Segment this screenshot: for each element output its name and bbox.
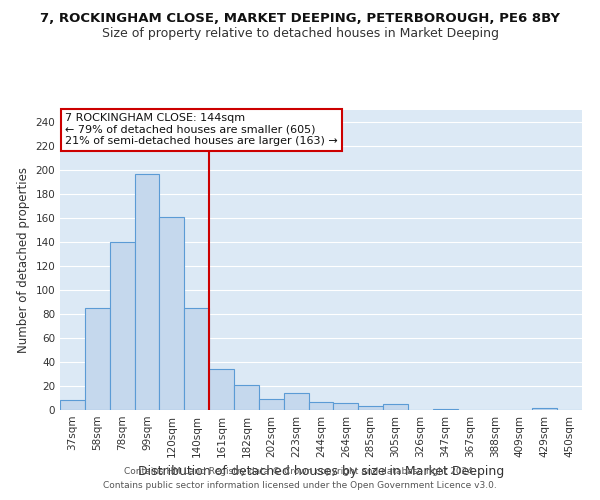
Text: 7 ROCKINGHAM CLOSE: 144sqm
← 79% of detached houses are smaller (605)
21% of sem: 7 ROCKINGHAM CLOSE: 144sqm ← 79% of deta… — [65, 113, 338, 146]
Text: Size of property relative to detached houses in Market Deeping: Size of property relative to detached ho… — [101, 28, 499, 40]
Bar — [134, 174, 160, 410]
Text: Contains HM Land Registry data © Crown copyright and database right 2024.: Contains HM Land Registry data © Crown c… — [124, 467, 476, 476]
Y-axis label: Number of detached properties: Number of detached properties — [17, 167, 30, 353]
Bar — [209, 369, 234, 410]
Bar — [110, 242, 134, 410]
Bar — [85, 308, 110, 410]
Bar — [259, 399, 284, 410]
X-axis label: Distribution of detached houses by size in Market Deeping: Distribution of detached houses by size … — [138, 466, 504, 478]
Bar — [184, 308, 209, 410]
Bar — [383, 404, 408, 410]
Bar — [160, 217, 184, 410]
Bar — [433, 409, 458, 410]
Bar — [284, 393, 308, 410]
Bar — [234, 385, 259, 410]
Bar — [334, 403, 358, 410]
Bar — [358, 406, 383, 410]
Bar — [60, 400, 85, 410]
Bar — [532, 408, 557, 410]
Bar — [308, 402, 334, 410]
Text: Contains public sector information licensed under the Open Government Licence v3: Contains public sector information licen… — [103, 481, 497, 490]
Text: 7, ROCKINGHAM CLOSE, MARKET DEEPING, PETERBOROUGH, PE6 8BY: 7, ROCKINGHAM CLOSE, MARKET DEEPING, PET… — [40, 12, 560, 26]
